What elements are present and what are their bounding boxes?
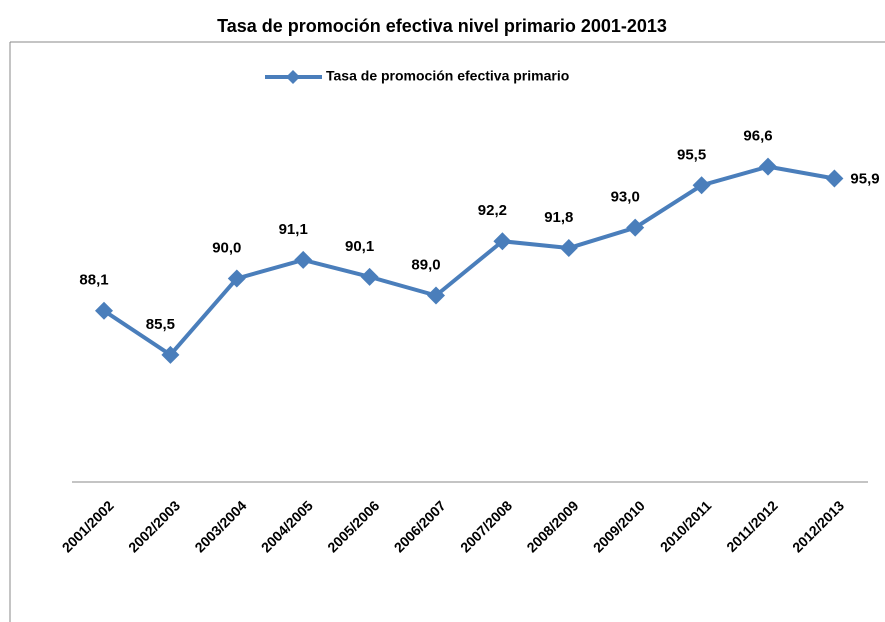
x-tick-label: 2011/2012 <box>723 497 781 555</box>
data-label: 93,0 <box>611 189 640 206</box>
data-label: 88,1 <box>79 272 108 289</box>
marker <box>559 239 578 258</box>
marker <box>427 286 445 305</box>
data-label: 85,5 <box>146 316 175 333</box>
marker <box>493 232 512 251</box>
data-label: 91,8 <box>544 209 573 226</box>
x-tick-label: 2002/2003 <box>125 497 183 555</box>
marker <box>692 176 711 195</box>
marker <box>294 250 313 269</box>
x-tick-label: 2009/2010 <box>590 497 648 555</box>
marker <box>360 267 379 286</box>
marker <box>227 269 246 288</box>
x-tick-label: 2007/2008 <box>457 497 515 555</box>
marker <box>759 157 777 176</box>
data-label: 89,0 <box>411 256 440 273</box>
x-tick-label: 2008/2009 <box>523 497 581 555</box>
marker <box>95 301 113 320</box>
legend-label: Tasa de promoción efectiva primario <box>326 68 569 84</box>
x-tick-label: 2010/2011 <box>657 497 715 555</box>
data-label: 96,6 <box>743 128 772 145</box>
x-tick-label: 2003/2004 <box>191 497 249 555</box>
legend-marker <box>286 70 300 84</box>
x-tick-label: 2005/2006 <box>324 497 382 555</box>
marker <box>161 345 180 364</box>
x-tick-label: 2001/2002 <box>59 497 117 555</box>
chart-title: Tasa de promoción efectiva nivel primari… <box>217 16 667 36</box>
x-tick-label: 2012/2013 <box>789 497 847 555</box>
data-label: 92,2 <box>478 202 507 219</box>
line <box>102 164 835 357</box>
data-label: 95,5 <box>677 146 706 163</box>
marker <box>626 218 645 237</box>
data-label: 95,9 <box>850 170 879 187</box>
x-tick-label: 2004/2005 <box>258 497 316 555</box>
data-label: 91,1 <box>279 221 308 238</box>
marker <box>825 169 844 188</box>
data-label: 90,0 <box>212 240 241 257</box>
data-label: 90,1 <box>345 238 374 255</box>
x-tick-label: 2006/2007 <box>391 497 449 555</box>
